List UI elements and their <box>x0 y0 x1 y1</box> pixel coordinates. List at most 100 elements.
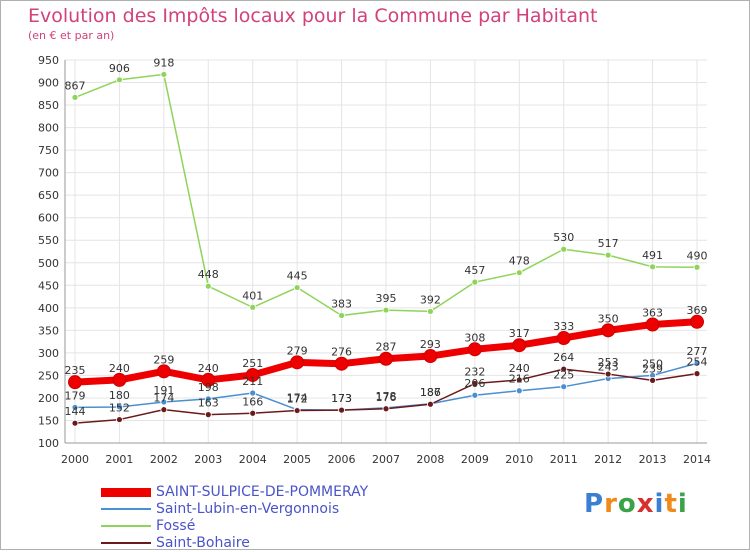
data-point <box>338 312 345 319</box>
data-label: 144 <box>65 405 86 418</box>
logo-letter: i <box>677 489 688 519</box>
data-point <box>156 364 171 379</box>
data-point <box>249 389 257 397</box>
y-tick-label: 850 <box>38 99 59 112</box>
data-label: 478 <box>509 255 530 268</box>
x-tick-label: 2000 <box>61 453 89 466</box>
data-label: 240 <box>509 362 530 375</box>
data-point <box>204 411 212 419</box>
legend-swatch <box>101 508 151 510</box>
data-point <box>245 367 260 382</box>
data-label: 191 <box>153 384 174 397</box>
legend-swatch <box>101 525 151 527</box>
data-point <box>379 351 393 366</box>
data-label: 186 <box>420 386 441 399</box>
data-label: 392 <box>420 293 441 306</box>
data-point <box>68 375 82 390</box>
data-label: 490 <box>687 249 708 262</box>
logo-letter: P <box>584 489 605 519</box>
data-label: 163 <box>198 397 219 410</box>
data-point <box>116 403 123 411</box>
data-label: 530 <box>553 231 574 244</box>
data-label: 174 <box>287 392 308 405</box>
x-tick-label: 2014 <box>683 453 711 466</box>
data-point <box>604 370 612 378</box>
chart-title: Evolution des Impôts locaux pour la Comm… <box>28 5 598 27</box>
data-label: 173 <box>331 392 352 405</box>
data-label: 276 <box>331 346 352 359</box>
y-tick-label: 650 <box>38 189 59 202</box>
logo-letter: o <box>617 489 637 519</box>
data-label: 293 <box>420 338 441 351</box>
data-label: 173 <box>331 392 352 405</box>
x-tick-label: 2012 <box>594 453 622 466</box>
data-label: 254 <box>687 356 708 369</box>
data-label: 172 <box>287 393 308 406</box>
data-label: 240 <box>109 362 130 375</box>
legend-label: SAINT-SULPICE-DE-POMMERAY <box>156 484 369 500</box>
data-label: 264 <box>553 351 574 364</box>
y-tick-label: 700 <box>38 167 59 180</box>
y-tick-label: 200 <box>38 392 59 405</box>
y-tick-label: 400 <box>38 302 59 315</box>
data-label: 211 <box>242 375 263 388</box>
data-point <box>160 398 168 406</box>
y-tick-label: 900 <box>38 77 59 90</box>
data-point <box>560 383 568 391</box>
data-label: 491 <box>642 249 663 262</box>
data-label: 457 <box>464 264 485 277</box>
x-tick-label: 2010 <box>505 453 533 466</box>
data-label: 383 <box>331 297 352 310</box>
data-label: 308 <box>464 331 485 344</box>
data-point <box>512 338 527 353</box>
data-point <box>693 359 701 367</box>
data-label: 369 <box>687 304 708 317</box>
data-label: 277 <box>687 345 708 358</box>
data-label: 259 <box>153 353 174 366</box>
proxiti-logo: Proxiti <box>584 489 688 519</box>
data-point <box>693 263 701 271</box>
y-tick-label: 150 <box>38 414 59 427</box>
data-point <box>293 284 301 291</box>
data-point <box>71 93 79 101</box>
data-label: 517 <box>598 237 619 250</box>
data-label: 333 <box>553 320 574 333</box>
y-tick-label: 750 <box>38 144 59 157</box>
data-label: 240 <box>198 362 219 375</box>
data-label: 235 <box>65 364 86 377</box>
data-point <box>423 349 438 364</box>
data-label: 287 <box>376 341 397 354</box>
data-point <box>204 282 212 290</box>
logo-letter: x <box>636 489 655 519</box>
data-label: 178 <box>376 390 397 403</box>
data-point <box>334 356 349 371</box>
data-point <box>112 372 127 387</box>
y-tick-label: 250 <box>38 369 59 382</box>
x-tick-label: 2008 <box>416 453 444 466</box>
data-label: 206 <box>464 377 485 390</box>
x-tick-label: 2002 <box>150 453 178 466</box>
logo-letter: t <box>664 489 678 519</box>
y-tick-label: 800 <box>38 122 59 135</box>
data-point <box>649 376 656 384</box>
data-label: 448 <box>198 268 219 281</box>
data-point <box>690 314 704 329</box>
data-point <box>160 406 168 414</box>
data-label: 179 <box>65 389 86 402</box>
legend-label: Fossé <box>156 518 196 534</box>
data-label: 232 <box>464 366 485 379</box>
y-tick-label: 600 <box>38 212 59 225</box>
data-label: 279 <box>287 344 308 357</box>
x-tick-label: 2011 <box>550 453 578 466</box>
data-label: 906 <box>109 62 130 75</box>
data-label: 867 <box>65 79 86 92</box>
x-tick-label: 2001 <box>105 453 133 466</box>
y-tick-label: 450 <box>38 279 59 292</box>
data-point <box>249 409 257 417</box>
x-tick-label: 2009 <box>461 453 489 466</box>
data-label: 401 <box>242 289 263 302</box>
x-tick-label: 2006 <box>328 453 356 466</box>
data-label: 250 <box>642 357 663 370</box>
data-point <box>116 416 123 423</box>
data-point <box>338 406 345 414</box>
